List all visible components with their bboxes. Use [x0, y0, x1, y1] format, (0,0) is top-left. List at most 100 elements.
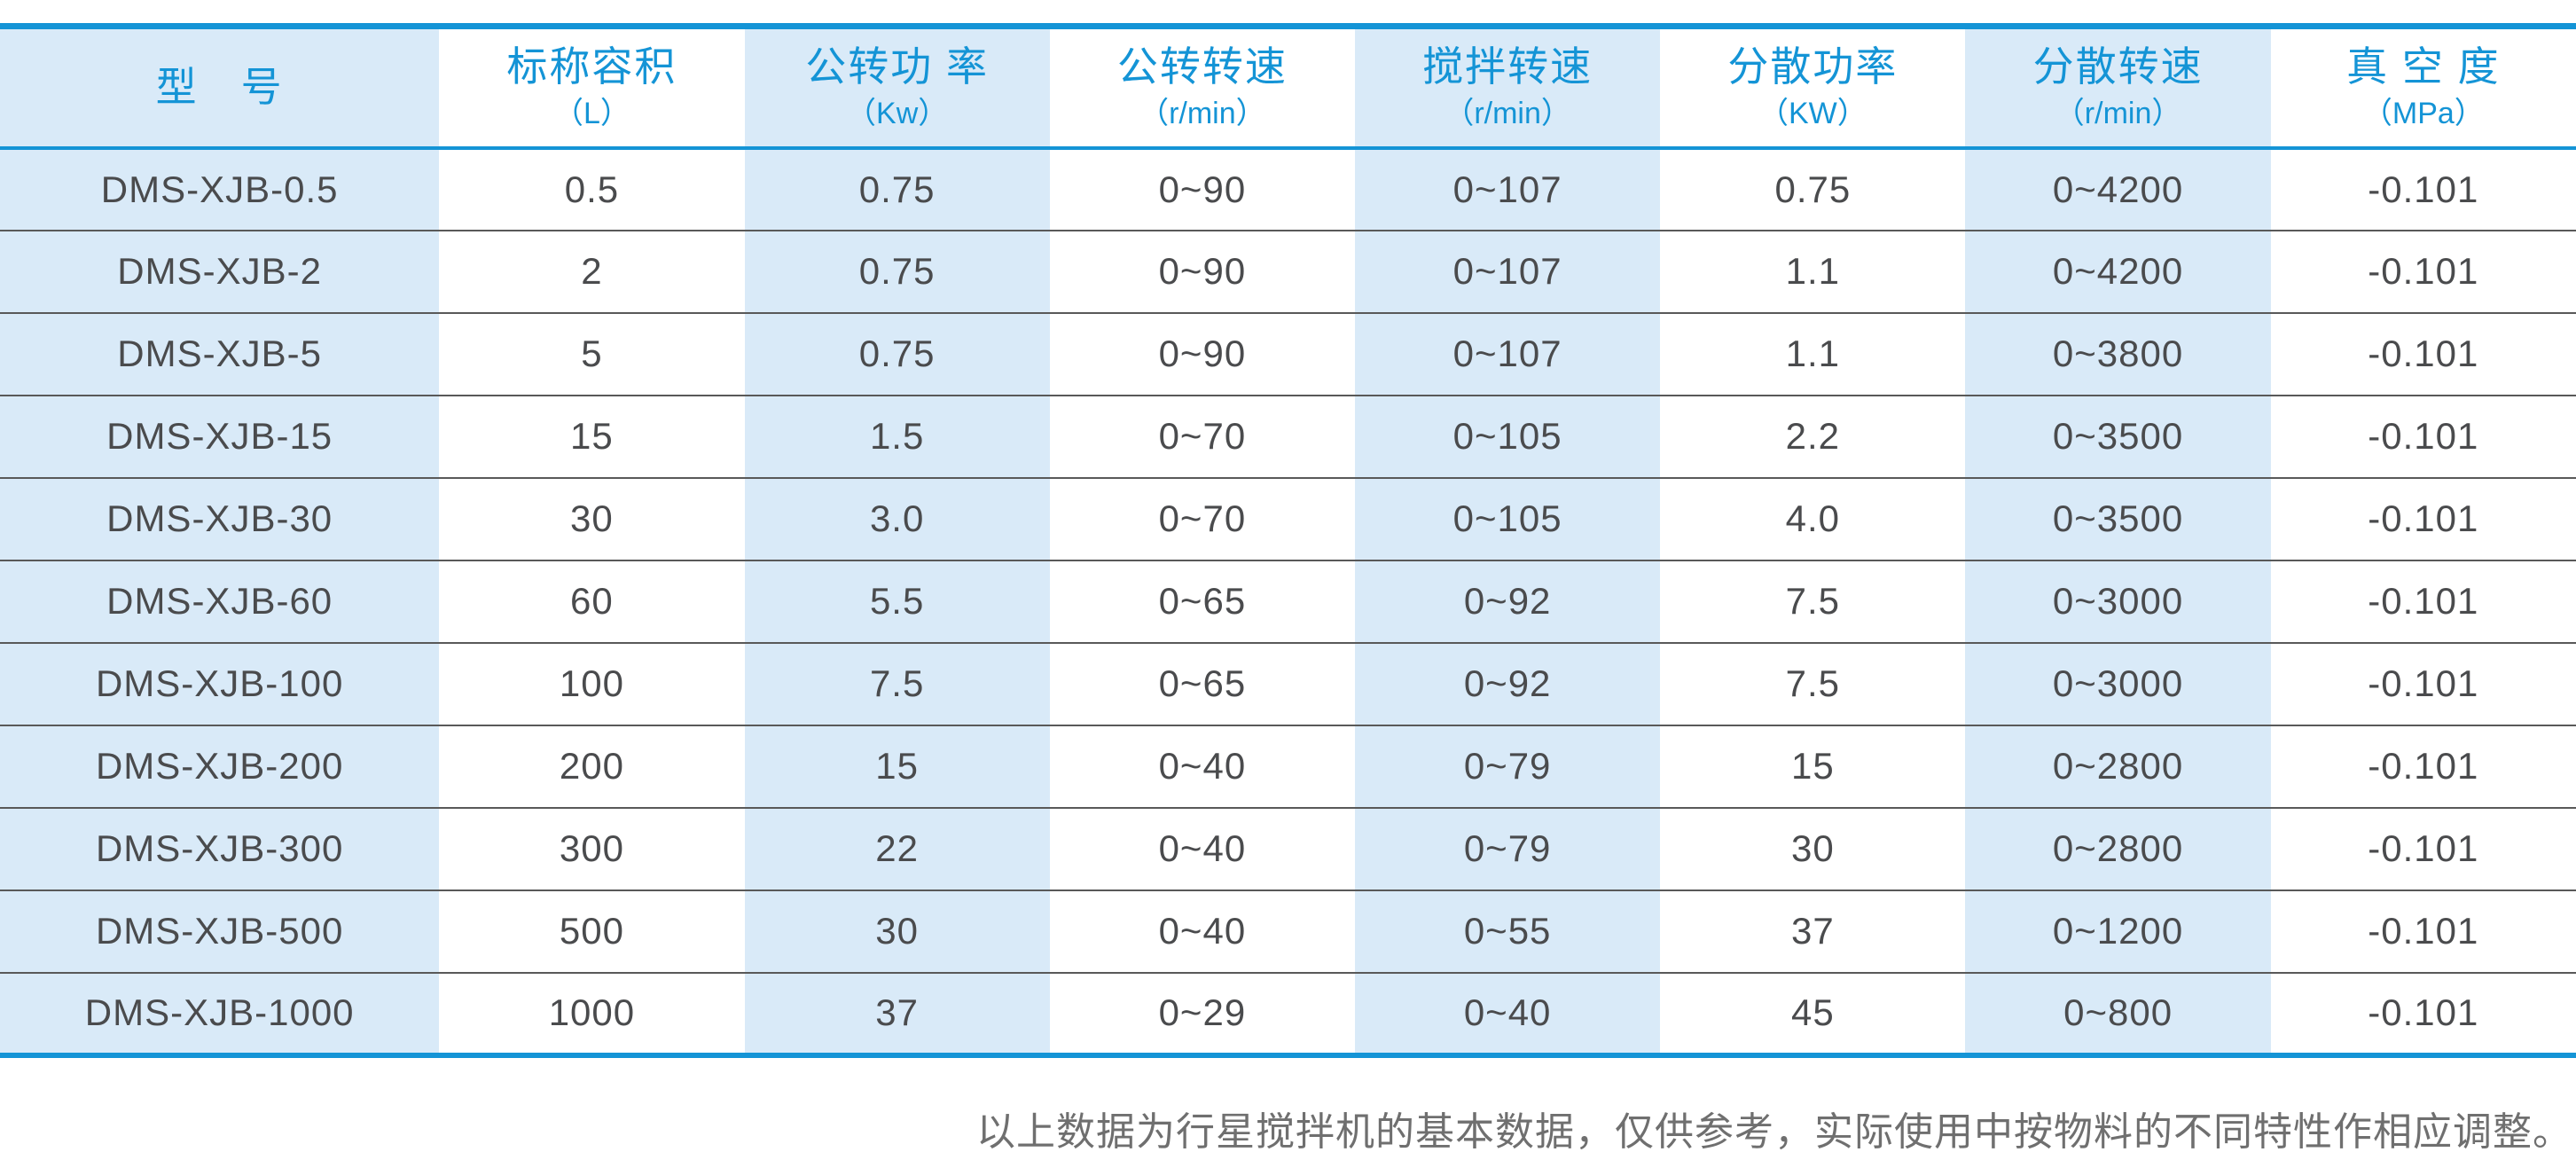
- table-cell: 1.1: [1660, 311, 1966, 396]
- table-cell: 0~107: [1355, 311, 1661, 396]
- table-header: 型 号 标称容积 （L） 公转功 率 （Kw） 公转转速 （r/min） 搅拌转速 （r/min…: [0, 26, 2576, 150]
- table-cell: 37: [1660, 889, 1966, 973]
- table-cell: 0~1200: [1965, 889, 2271, 973]
- table-cell: 0~2800: [1965, 806, 2271, 890]
- table-row: DMS-XJB-1000 1000 37 0~29 0~40 45 0~800 -0.101: [0, 971, 2576, 1055]
- table-cell: 7.5: [1660, 559, 1966, 643]
- column-unit: （MPa）: [2361, 96, 2485, 130]
- table-cell: 5.5: [744, 559, 1050, 643]
- table-cell: 7.5: [1660, 641, 1966, 725]
- table-cell: 0~79: [1355, 806, 1661, 890]
- table-cell: -0.101: [2270, 724, 2576, 808]
- table-cell: 500: [439, 889, 745, 973]
- table-cell: -0.101: [2270, 147, 2576, 231]
- column-unit: （r/min）: [1139, 96, 1266, 130]
- column-unit: （r/min）: [1444, 96, 1571, 130]
- table-cell: 0~40: [1355, 971, 1661, 1055]
- table-cell: 3.0: [744, 476, 1050, 560]
- table-cell: 0~105: [1355, 476, 1661, 560]
- table-cell: 4.0: [1660, 476, 1966, 560]
- table-cell: 0~90: [1049, 229, 1355, 313]
- column-header: 公转功 率 （Kw）: [744, 26, 1050, 150]
- table-cell: 0~90: [1049, 311, 1355, 396]
- table-cell: 0~40: [1049, 889, 1355, 973]
- column-header: 型 号: [0, 26, 440, 150]
- table-cell: 0~107: [1355, 229, 1661, 313]
- table-cell: -0.101: [2270, 559, 2576, 643]
- cell-model: DMS-XJB-60: [0, 559, 440, 643]
- table-cell: 30: [1660, 806, 1966, 890]
- table-cell: 2: [439, 229, 745, 313]
- table-cell: 0~70: [1049, 394, 1355, 478]
- table-cell: 0~65: [1049, 641, 1355, 725]
- table-cell: 0~92: [1355, 559, 1661, 643]
- table-cell: 60: [439, 559, 745, 643]
- table-row: DMS-XJB-300 300 22 0~40 0~79 30 0~2800 -0.101: [0, 806, 2576, 890]
- table-cell: 30: [439, 476, 745, 560]
- column-title: 真 空 度: [2346, 43, 2501, 90]
- cell-model: DMS-XJB-15: [0, 394, 440, 478]
- table-cell: 0~79: [1355, 724, 1661, 808]
- table-cell: 0~3500: [1965, 394, 2271, 478]
- column-title: 分散功率: [1727, 43, 1899, 90]
- cell-model: DMS-XJB-200: [0, 724, 440, 808]
- table-cell: 30: [744, 889, 1050, 973]
- table-cell: 0~105: [1355, 394, 1661, 478]
- table-cell: -0.101: [2270, 641, 2576, 725]
- footer-note: 以上数据为行星搅拌机的基本数据，仅供参考，实际使用中按物料的不同特性作相应调整。: [976, 1109, 2572, 1152]
- column-header: 分散功率 （KW）: [1660, 26, 1966, 150]
- table-cell: 0~70: [1049, 476, 1355, 560]
- column-title: 分散转速: [2032, 43, 2204, 90]
- column-header: 公转转速 （r/min）: [1049, 26, 1355, 150]
- table-cell: 1.5: [744, 394, 1050, 478]
- table-cell: 22: [744, 806, 1050, 890]
- column-unit: （Kw）: [846, 96, 949, 130]
- table-cell: 200: [439, 724, 745, 808]
- table-cell: 0.75: [744, 311, 1050, 396]
- column-header: 分散转速 （r/min）: [1965, 26, 2271, 150]
- table-cell: -0.101: [2270, 476, 2576, 560]
- table-cell: 0.75: [744, 147, 1050, 231]
- table-cell: 0~2800: [1965, 724, 2271, 808]
- table-cell: 0.5: [439, 147, 745, 231]
- table-cell: 0~29: [1049, 971, 1355, 1055]
- table-cell: 0~92: [1355, 641, 1661, 725]
- column-unit: （r/min）: [2054, 96, 2182, 130]
- column-title: 标称容积: [506, 43, 677, 90]
- table-cell: 0~55: [1355, 889, 1661, 973]
- table-row: DMS-XJB-0.5 0.5 0.75 0~90 0~107 0.75 0~4200 -0.…: [0, 147, 2576, 231]
- table-row: DMS-XJB-60 60 5.5 0~65 0~92 7.5 0~3000 -0.101: [0, 559, 2576, 643]
- table-body: DMS-XJB-0.5 0.5 0.75 0~90 0~107 0.75 0~4200 -0.…: [0, 147, 2576, 1055]
- cell-model: DMS-XJB-1000: [0, 971, 440, 1055]
- column-title: 公转转速: [1116, 43, 1288, 90]
- table-cell: 7.5: [744, 641, 1050, 725]
- column-header: 真 空 度 （MPa）: [2270, 26, 2576, 150]
- table-cell: 0~3500: [1965, 476, 2271, 560]
- cell-model: DMS-XJB-5: [0, 311, 440, 396]
- table-cell: 0~4200: [1965, 147, 2271, 231]
- table-cell: 0~4200: [1965, 229, 2271, 313]
- table-cell: 100: [439, 641, 745, 725]
- table-cell: 0~40: [1049, 724, 1355, 808]
- table-cell: 15: [1660, 724, 1966, 808]
- table-cell: 1.1: [1660, 229, 1966, 313]
- table-row: DMS-XJB-5 5 0.75 0~90 0~107 1.1 0~3800 -0.101: [0, 311, 2576, 396]
- table-cell: 0~90: [1049, 147, 1355, 231]
- table-cell: -0.101: [2270, 229, 2576, 313]
- table-cell: 5: [439, 311, 745, 396]
- column-header: 标称容积 （L）: [439, 26, 745, 150]
- table-cell: 15: [439, 394, 745, 478]
- table-cell: 0.75: [1660, 147, 1966, 231]
- cell-model: DMS-XJB-0.5: [0, 147, 440, 231]
- table-cell: 1000: [439, 971, 745, 1055]
- column-title: 型 号: [155, 64, 284, 111]
- table-row: DMS-XJB-15 15 1.5 0~70 0~105 2.2 0~3500 -0.101: [0, 394, 2576, 478]
- column-title: 搅拌转速: [1422, 43, 1593, 90]
- table-cell: 300: [439, 806, 745, 890]
- table-row: DMS-XJB-500 500 30 0~40 0~55 37 0~1200 -0.101: [0, 889, 2576, 973]
- table-cell: 0~3000: [1965, 641, 2271, 725]
- table-cell: -0.101: [2270, 806, 2576, 890]
- table-cell: 0~3800: [1965, 311, 2271, 396]
- table-cell: -0.101: [2270, 971, 2576, 1055]
